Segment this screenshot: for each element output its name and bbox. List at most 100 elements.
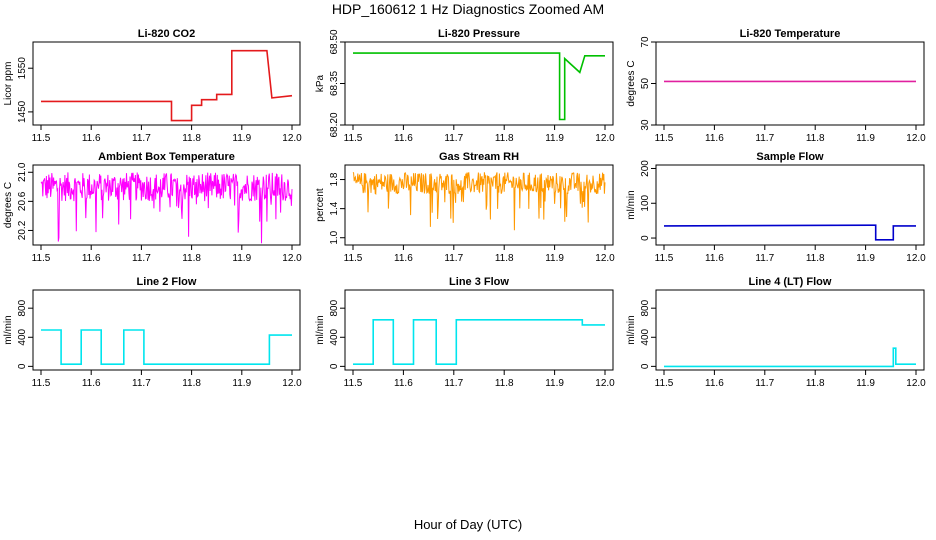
x-tick-label: 11.9 [545,133,564,144]
x-tick-label: 11.6 [394,378,413,389]
x-tick-label: 11.8 [495,378,514,389]
x-tick-label: 11.7 [132,133,151,144]
y-tick-label: 1.0 [329,230,340,244]
panel-title: Li-820 Pressure [438,28,520,40]
panel-3: Li-820 Temperature 11.5 11.6 11.7 11.8 11.9 12… [626,28,926,144]
y-axis-label: percent [315,188,326,222]
y-axis-label: kPa [315,74,326,92]
x-tick-label: 11.5 [344,253,363,264]
x-tick-label: 11.9 [232,253,251,264]
y-tick-label: 20.6 [17,191,28,211]
series-line [41,49,293,122]
y-axis-label: Licor ppm [3,62,14,106]
y-tick-label: 21.0 [17,162,28,182]
y-tick-label: 68.50 [329,29,340,54]
x-tick-label: 11.8 [495,253,514,264]
series-line [663,224,916,241]
y-tick-label: 400 [640,328,651,345]
x-tick-label: 11.5 [32,133,51,144]
x-tick-label: 11.8 [182,253,201,264]
page-title: HDP_160612 1 Hz Diagnostics Zoomed AM [331,1,605,17]
x-tick-label: 11.6 [394,253,413,264]
x-tick-label: 12.0 [595,253,615,264]
plot-frame [32,164,301,246]
panel-8: Line 3 Flow 11.5 11.6 11.7 11.8 11.9 12.0 0 400 8… [315,276,615,389]
x-tick-label: 11.5 [655,378,674,389]
x-tick-label: 11.6 [82,133,101,144]
y-tick-label: 800 [17,299,28,316]
panel-title: Li-820 Temperature [740,28,841,40]
x-tick-label: 11.5 [344,378,363,389]
y-tick-label: 1550 [17,57,28,80]
x-tick-label: 12.0 [595,378,615,389]
panel-title: Line 2 Flow [137,276,197,288]
plot-frame [344,41,614,126]
x-tick-label: 11.9 [545,378,564,389]
y-tick-label: 1.8 [329,172,340,186]
plot-frame [655,289,925,371]
x-tick-label: 12.0 [595,133,615,144]
plot-frame [344,289,614,371]
x-tick-label: 11.8 [806,253,825,264]
x-tick-label: 11.7 [132,253,151,264]
y-tick-label: 1450 [17,100,28,123]
x-tick-label: 11.9 [545,253,564,264]
panel-title: Ambient Box Temperature [98,151,235,163]
panel-7: Line 2 Flow 11.5 11.6 11.7 11.8 11.9 12.0 0 400 8… [3,276,302,389]
panel-5: Gas Stream RH 11.5 11.6 11.7 11.8 11.9 12.0 1.0… [315,151,615,264]
x-tick-label: 11.6 [705,133,724,144]
x-tick-label: 11.6 [82,253,101,264]
plot-frame [344,164,614,246]
x-tick-label: 11.5 [32,378,51,389]
y-tick-label: 68.35 [329,71,340,96]
x-tick-label: 11.7 [444,378,463,389]
x-tick-label: 12.0 [282,253,302,264]
panel-2: Li-820 Pressure 11.5 11.6 11.7 11.8 11.9 12.0 6… [315,28,615,144]
x-tick-label: 11.5 [655,133,674,144]
series-line [353,318,605,366]
panel-6: Sample Flow 11.5 11.6 11.7 11.8 11.9 12.0 0 100 2… [626,151,926,264]
x-tick-label: 11.6 [705,253,724,264]
y-axis-label: ml/min [3,315,14,344]
x-tick-label: 11.9 [856,253,875,264]
panel-title: Gas Stream RH [439,151,519,163]
x-tick-label: 11.6 [394,133,413,144]
y-tick-label: 400 [17,328,28,345]
plot-frame [655,164,925,246]
x-tick-label: 11.8 [495,133,514,144]
x-tick-label: 11.7 [755,253,774,264]
x-tick-label: 11.7 [444,253,463,264]
x-tick-label: 11.5 [32,253,51,264]
x-tick-label: 12.0 [282,378,302,389]
x-tick-label: 11.8 [182,133,201,144]
panel-title: Sample Flow [756,151,824,163]
y-axis-label: degrees C [626,60,637,106]
x-tick-label: 12.0 [282,133,302,144]
x-tick-label: 11.7 [132,378,151,389]
panel-title: Li-820 CO2 [138,28,195,40]
x-tick-label: 11.8 [182,378,201,389]
y-axis-label: ml/min [315,315,326,344]
panel-9: Line 4 (LT) Flow 11.5 11.6 11.7 11.8 11.9 12.0… [626,276,926,389]
x-tick-label: 11.7 [755,378,774,389]
y-tick-label: 0 [17,363,28,369]
plot-frame [32,41,301,126]
y-tick-label: 800 [640,299,651,316]
x-tick-label: 11.5 [344,133,363,144]
y-tick-label: 1.4 [329,201,340,215]
x-tick-label: 11.6 [705,378,724,389]
x-tick-label: 11.6 [82,378,101,389]
panel-title: Line 4 (LT) Flow [749,276,832,288]
y-tick-label: 800 [329,299,340,316]
series-line [664,347,916,368]
y-tick-label: 70 [640,36,651,48]
x-tick-label: 11.8 [806,133,825,144]
x-tick-label: 11.7 [444,133,463,144]
y-tick-label: 68.20 [329,112,340,137]
y-axis-label: degrees C [3,182,14,228]
x-tick-label: 11.8 [806,378,825,389]
panel-title: Line 3 Flow [449,276,509,288]
x-tick-label: 11.9 [856,378,875,389]
plot-frame [32,289,301,371]
